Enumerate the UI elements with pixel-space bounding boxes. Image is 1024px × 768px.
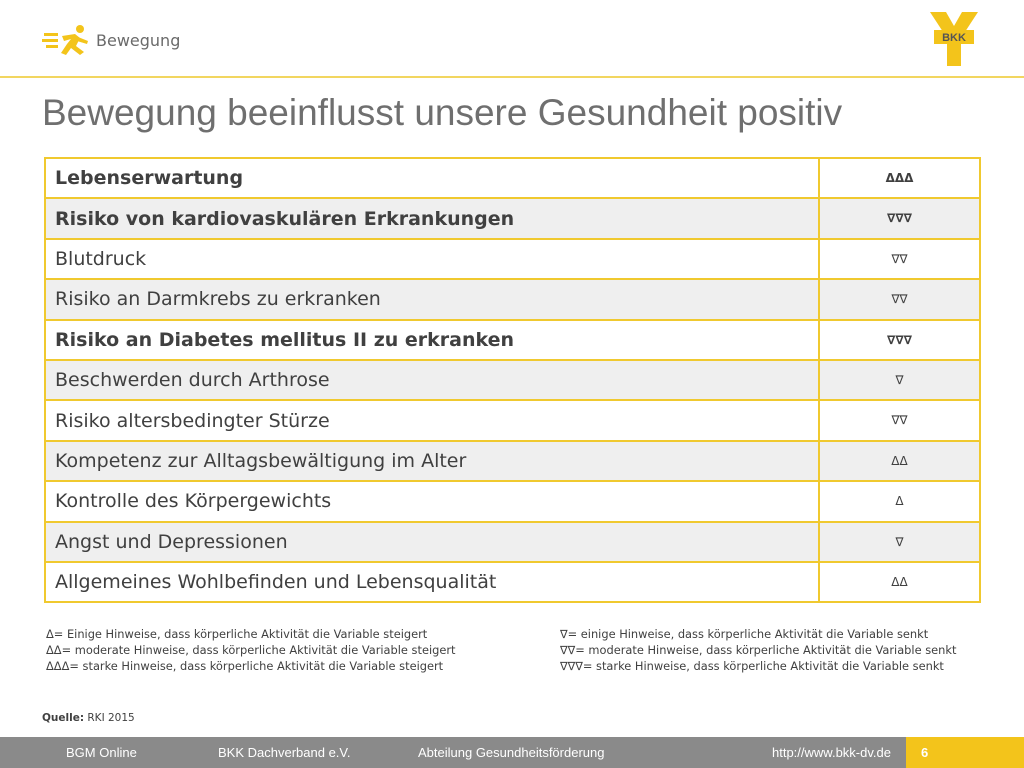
table-row: Lebenserwartung ΔΔΔ [44, 156, 981, 200]
header-divider [0, 76, 1024, 78]
row-evidence-value: ∇ [818, 358, 981, 402]
row-evidence-value: ΔΔΔ [818, 156, 981, 200]
source-note: Quelle: RKI 2015 [42, 712, 135, 724]
table-row: Kompetenz zur Alltagsbewältigung im Alte… [44, 439, 981, 483]
row-evidence-value: ∇∇ [818, 278, 981, 321]
bkk-logo: BKK [930, 12, 978, 66]
legend-line: ∇∇∇= starke Hinweise, dass körperliche A… [560, 659, 944, 673]
section-label: Bewegung [96, 31, 181, 50]
legend-increase: Δ= Einige Hinweise, dass körperliche Akt… [46, 626, 456, 674]
table-row: Allgemeines Wohlbefinden und Lebensquali… [44, 560, 981, 604]
row-label: Beschwerden durch Arthrose [44, 358, 820, 402]
legend-line: ΔΔΔ= starke Hinweise, dass körperliche A… [46, 659, 444, 673]
slide-title: Bewegung beeinflusst unsere Gesundheit p… [42, 92, 843, 133]
row-label: Risiko an Darmkrebs zu erkranken [44, 278, 820, 321]
table-row: Blutdruck ∇∇ [44, 237, 981, 281]
row-evidence-value: Δ [818, 480, 981, 523]
slide-header: Bewegung BKK [0, 0, 1024, 78]
table-row: Kontrolle des Körpergewichts Δ [44, 480, 981, 523]
source-text: RKI 2015 [87, 712, 135, 724]
table-row: Beschwerden durch Arthrose ∇ [44, 358, 981, 402]
row-label: Risiko an Diabetes mellitus II zu erkran… [44, 318, 820, 361]
legend-line: ΔΔ= moderate Hinweise, dass körperliche … [46, 643, 456, 657]
row-label: Angst und Depressionen [44, 520, 820, 563]
row-evidence-value: ΔΔ [818, 560, 981, 604]
table-row: Risiko an Diabetes mellitus II zu erkran… [44, 318, 981, 361]
footer-url-link[interactable]: http://www.bkk-dv.de [772, 745, 891, 760]
row-label: Blutdruck [44, 237, 820, 281]
row-label: Kontrolle des Körpergewichts [44, 480, 820, 523]
page-number-box: 6 [906, 737, 1024, 768]
slide-footer: BGM Online BKK Dachverband e.V. Abteilun… [0, 737, 1024, 768]
health-effects-table: Lebenserwartung ΔΔΔ Risiko von kardiovasku… [44, 156, 981, 604]
row-evidence-value: ∇∇ [818, 399, 981, 442]
row-evidence-value: ∇ [818, 520, 981, 563]
page-number: 6 [921, 745, 929, 760]
row-evidence-value: ∇∇∇ [818, 197, 981, 240]
row-label: Kompetenz zur Alltagsbewältigung im Alte… [44, 439, 820, 483]
table-row: Angst und Depressionen ∇ [44, 520, 981, 563]
row-label: Risiko altersbedingter Stürze [44, 399, 820, 442]
row-label: Lebenserwartung [44, 156, 820, 200]
legend-decrease: ∇= einige Hinweise, dass körperliche Akt… [560, 626, 956, 674]
logo-text: BKK [942, 32, 966, 44]
table-row: Risiko altersbedingter Stürze ∇∇ [44, 399, 981, 442]
footer-item: BKK Dachverband e.V. [218, 745, 351, 760]
row-evidence-value: ∇∇ [818, 237, 981, 281]
table-row: Risiko von kardiovaskulären Erkrankungen… [44, 197, 981, 240]
runner-icon [42, 25, 88, 55]
table-row: Risiko an Darmkrebs zu erkranken ∇∇ [44, 278, 981, 321]
source-label: Quelle: [42, 712, 85, 724]
footer-item: Abteilung Gesundheitsförderung [418, 745, 605, 760]
row-label: Risiko von kardiovaskulären Erkrankungen [44, 197, 820, 240]
row-evidence-value: ΔΔ [818, 439, 981, 483]
row-label: Allgemeines Wohlbefinden und Lebensquali… [44, 560, 820, 604]
legend-line: ∇= einige Hinweise, dass körperliche Akt… [560, 627, 929, 641]
row-evidence-value: ∇∇∇ [818, 318, 981, 361]
footer-item: BGM Online [66, 745, 137, 760]
legend-line: ∇∇= moderate Hinweise, dass körperliche … [560, 643, 957, 657]
legend-line: Δ= Einige Hinweise, dass körperliche Akt… [46, 627, 428, 641]
